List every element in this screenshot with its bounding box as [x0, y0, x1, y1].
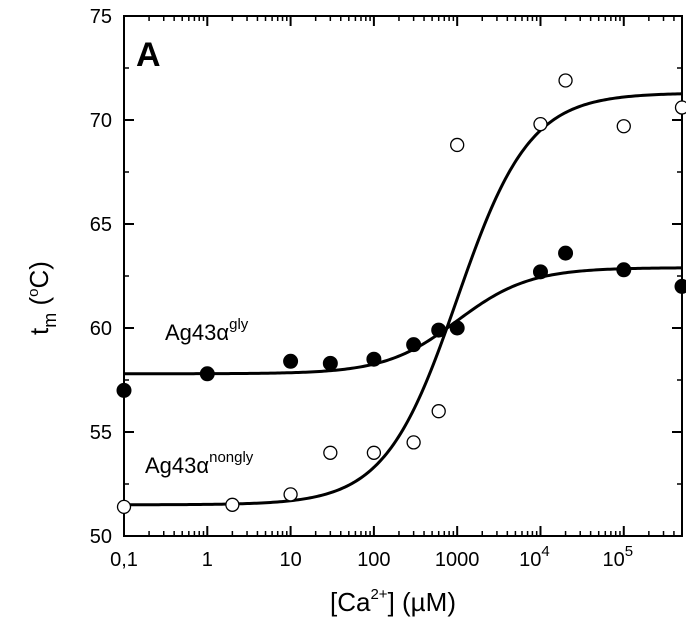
series-label-nongly-sup: nongly	[209, 449, 254, 466]
y-axis-title-rest: C)	[24, 261, 54, 288]
y-axis-title-sub: m	[40, 313, 60, 328]
x-tick-label: 1000	[435, 549, 480, 571]
data-point-nongly	[366, 445, 382, 460]
x-axis-title-sup: 2+	[370, 586, 387, 603]
data-point-nongly	[674, 100, 686, 115]
data-point-gly	[116, 382, 132, 398]
y-tick-label: 60	[90, 318, 112, 340]
data-point-gly	[616, 262, 632, 278]
fit-curves	[124, 92, 683, 507]
x-tick-label-base: 100	[357, 549, 390, 571]
data-point-gly	[449, 320, 465, 336]
fit-curve-1	[124, 92, 683, 507]
data-points	[116, 73, 686, 515]
data-point-nongly	[406, 435, 421, 450]
series-label-gly-base: Ag43α	[165, 320, 229, 345]
data-point-gly	[199, 366, 215, 382]
y-tick-label: 55	[90, 422, 112, 444]
data-point-gly	[532, 264, 548, 280]
data-point-nongly	[225, 497, 240, 512]
y-axis-title-main: t	[24, 327, 54, 335]
x-tick-label-exponent: 4	[541, 543, 549, 560]
panel-label: A	[136, 36, 161, 74]
series-label-gly-sup: gly	[229, 316, 249, 333]
x-tick-label-base: 0,1	[110, 549, 138, 571]
y-tick-label: 70	[90, 110, 112, 132]
x-tick-label: 100	[357, 549, 390, 571]
data-point-nongly	[116, 499, 132, 515]
data-point-gly	[431, 322, 447, 338]
data-point-nongly	[616, 119, 631, 134]
data-point-nongly	[533, 117, 548, 132]
x-tick-label: 105	[602, 543, 633, 571]
x-tick-label: 1	[202, 549, 213, 571]
x-tick-label-base: 10	[519, 549, 541, 571]
y-tick-label: 65	[90, 214, 112, 236]
data-point-nongly	[323, 445, 338, 460]
data-point-gly	[322, 355, 338, 371]
x-tick-label-base: 1000	[435, 549, 480, 571]
y-axis-title: tm (oC)	[24, 261, 60, 335]
x-tick-label: 10	[279, 549, 301, 571]
x-axis-title: [Ca2+] (µM)	[330, 586, 456, 617]
fit-curve-0	[124, 266, 683, 376]
x-tick-label-exponent: 5	[625, 543, 633, 560]
y-tick-label: 50	[90, 526, 112, 548]
data-point-gly	[406, 337, 422, 353]
data-point-gly	[674, 278, 686, 294]
data-point-nongly	[283, 487, 298, 502]
x-axis-title-post: ] (µM)	[388, 587, 456, 617]
x-tick-label-base: 10	[602, 549, 624, 571]
y-tick-label: 75	[90, 6, 112, 28]
x-tick-label: 0,1	[110, 549, 138, 571]
x-axis-title-pre: [Ca	[330, 587, 371, 617]
y-axis-title-paren: (	[24, 297, 54, 313]
series-label-nongly-base: Ag43α	[145, 453, 209, 478]
series-label-gly: Ag43αgly	[165, 316, 249, 345]
x-tick-label-base: 1	[202, 549, 213, 571]
data-point-gly	[366, 351, 382, 367]
x-tick-label: 104	[519, 543, 550, 571]
data-point-nongly	[431, 404, 446, 419]
data-point-gly	[558, 245, 574, 261]
y-axis-title-sup: o	[25, 289, 42, 297]
data-point-gly	[283, 353, 299, 369]
data-point-nongly	[558, 73, 573, 88]
x-tick-label-base: 10	[279, 549, 301, 571]
data-point-nongly	[450, 137, 465, 153]
series-label-nongly: Ag43αnongly	[145, 449, 254, 478]
